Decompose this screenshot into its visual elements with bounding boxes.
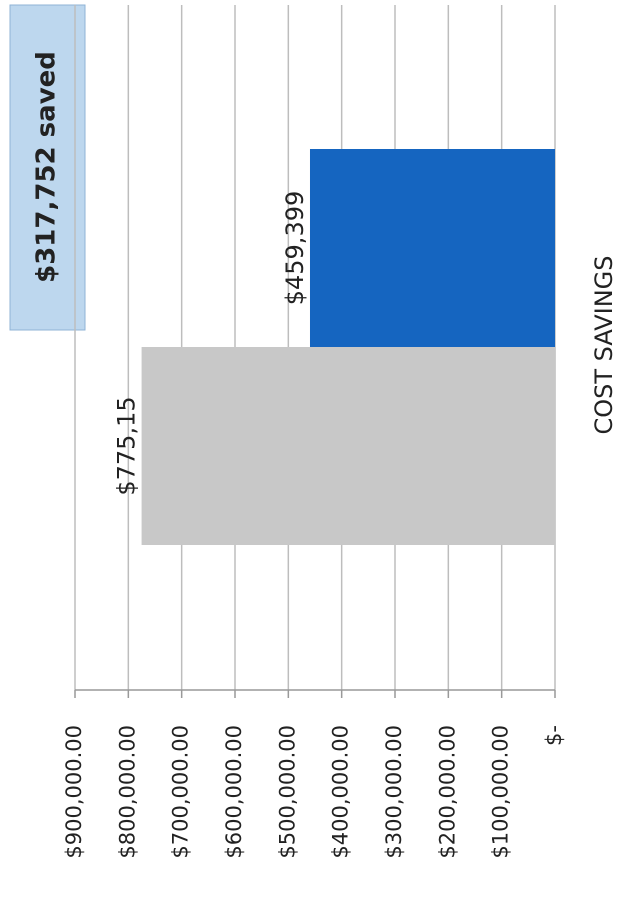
y-tick-label: $700,000.00 (169, 725, 193, 859)
y-tick-label: $300,000.00 (382, 725, 406, 859)
bar (309, 149, 555, 347)
annotation: $317,752 saved (32, 51, 62, 283)
bar (141, 347, 555, 545)
annotation-box (9, 4, 86, 331)
y-tick-label: $200,000.00 (435, 725, 459, 859)
y-tick-label: $100,000.00 (489, 725, 513, 859)
value-label: $775,15 (113, 396, 141, 495)
value-label: $459,399 (281, 191, 309, 306)
y-tick-label: $900,000.00 (62, 725, 86, 859)
y-tick-label: $600,000.00 (222, 725, 246, 859)
y-tick-label: $- (542, 725, 566, 746)
y-tick-label: $500,000.00 (275, 725, 299, 859)
chart-title: COST SAVINGS (590, 255, 618, 434)
y-tick-label: $800,000.00 (115, 725, 139, 859)
y-tick-label: $400,000.00 (329, 725, 353, 859)
